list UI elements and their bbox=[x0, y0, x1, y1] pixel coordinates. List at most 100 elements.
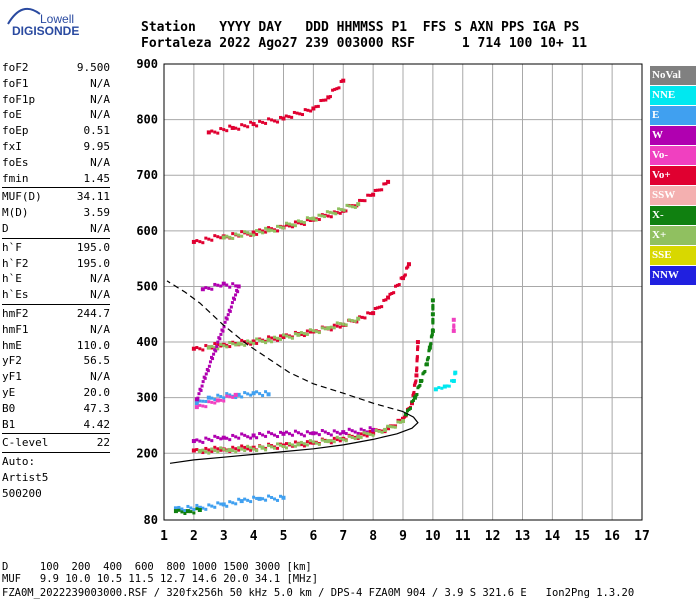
trace-point bbox=[279, 443, 283, 447]
trace-point bbox=[296, 332, 301, 337]
trace-point bbox=[331, 211, 335, 215]
trace-point bbox=[371, 433, 375, 437]
trace-point bbox=[403, 412, 408, 417]
param-row: yF1 N/A bbox=[2, 369, 110, 385]
trace-point bbox=[433, 387, 438, 392]
trace-point bbox=[323, 430, 327, 434]
trace-point bbox=[284, 430, 288, 434]
trace-point bbox=[266, 392, 271, 397]
trace-point bbox=[213, 346, 217, 350]
trace-point bbox=[396, 420, 400, 424]
legend-item-noval: NoVal bbox=[650, 66, 696, 85]
param-value: 56.5 bbox=[83, 354, 111, 368]
param-name: foEs bbox=[2, 155, 29, 169]
trace-point bbox=[430, 298, 435, 303]
trace-point bbox=[378, 305, 382, 309]
param-value: 195.0 bbox=[76, 240, 110, 254]
param-name: yE bbox=[2, 385, 16, 399]
trace-point bbox=[267, 226, 271, 230]
trace-point bbox=[225, 394, 229, 398]
trace-point bbox=[270, 340, 274, 344]
trace-point bbox=[292, 110, 296, 114]
trace-point bbox=[317, 433, 321, 437]
legend-item-vo-: Vo- bbox=[650, 146, 696, 165]
trace-point bbox=[423, 369, 427, 373]
param-row: h`E N/A bbox=[2, 271, 110, 287]
trace-point bbox=[302, 434, 306, 438]
trace-point bbox=[210, 504, 214, 508]
trace-point bbox=[333, 87, 337, 91]
trace-point bbox=[360, 199, 364, 203]
trace-point bbox=[359, 435, 363, 439]
trace-point bbox=[384, 182, 388, 186]
x-tick-label: 1 bbox=[160, 529, 168, 544]
trace-point bbox=[207, 400, 211, 404]
x-tick-label: 13 bbox=[515, 529, 531, 544]
trace-point bbox=[231, 433, 235, 437]
trace-point bbox=[219, 395, 223, 399]
trace-point bbox=[339, 208, 343, 212]
trace-point bbox=[258, 230, 262, 234]
trace-point bbox=[246, 447, 250, 451]
param-row: C-level 22 bbox=[2, 435, 110, 451]
trace-point bbox=[234, 293, 238, 297]
trace-point bbox=[437, 386, 441, 390]
trace-point bbox=[311, 431, 316, 436]
trace-point bbox=[273, 337, 277, 341]
trace-point bbox=[204, 236, 208, 240]
trace-point bbox=[412, 390, 416, 394]
trace-point bbox=[249, 393, 253, 397]
trace-point bbox=[321, 98, 325, 102]
trace-point bbox=[194, 397, 199, 402]
param-value: 0.51 bbox=[83, 124, 111, 138]
trace-point bbox=[334, 212, 338, 216]
trace-point bbox=[323, 327, 327, 331]
trace-point bbox=[308, 328, 312, 332]
trace-point bbox=[401, 416, 405, 421]
trace-point bbox=[281, 495, 286, 500]
trace-point bbox=[329, 328, 333, 332]
trace-point bbox=[323, 439, 327, 443]
trace-point bbox=[191, 239, 196, 244]
trace-point bbox=[406, 265, 410, 269]
trace-point bbox=[279, 225, 283, 229]
y-tick-label: 800 bbox=[136, 113, 158, 127]
trace-point bbox=[224, 316, 228, 320]
trace-point bbox=[298, 112, 302, 116]
trace-point bbox=[270, 118, 274, 122]
param-name: h`F bbox=[2, 240, 22, 254]
trace-point bbox=[281, 335, 286, 340]
trace-point bbox=[236, 284, 241, 289]
trace-point bbox=[195, 239, 199, 243]
trace-point bbox=[207, 237, 211, 241]
trace-point bbox=[295, 111, 299, 115]
trace-point bbox=[431, 328, 435, 332]
trace-point bbox=[323, 215, 327, 219]
trace-point bbox=[251, 433, 256, 438]
trace-point bbox=[335, 430, 339, 434]
trace-point bbox=[386, 179, 391, 184]
trace-point bbox=[191, 346, 196, 351]
trace-point bbox=[183, 512, 187, 516]
trace-point bbox=[427, 345, 432, 350]
x-tick-label: 17 bbox=[634, 529, 650, 544]
trace-point bbox=[305, 430, 309, 434]
param-value: 9.95 bbox=[83, 139, 111, 153]
trace-point bbox=[326, 95, 331, 100]
param-name: hmE bbox=[2, 338, 22, 352]
x-tick-label: 11 bbox=[455, 529, 471, 544]
trace-point bbox=[353, 319, 357, 323]
trace-point bbox=[371, 427, 376, 432]
param-name: fxI bbox=[2, 139, 22, 153]
trace-point bbox=[348, 204, 352, 208]
trace-point bbox=[293, 332, 297, 336]
param-value: N/A bbox=[90, 370, 110, 384]
trace-point bbox=[314, 105, 318, 109]
trace-point bbox=[451, 317, 456, 322]
trace-point bbox=[246, 339, 250, 343]
trace-point bbox=[287, 442, 291, 446]
trace-point bbox=[418, 383, 422, 387]
trace-point bbox=[320, 326, 324, 330]
trace-point bbox=[235, 288, 239, 292]
trace-point bbox=[397, 283, 401, 287]
